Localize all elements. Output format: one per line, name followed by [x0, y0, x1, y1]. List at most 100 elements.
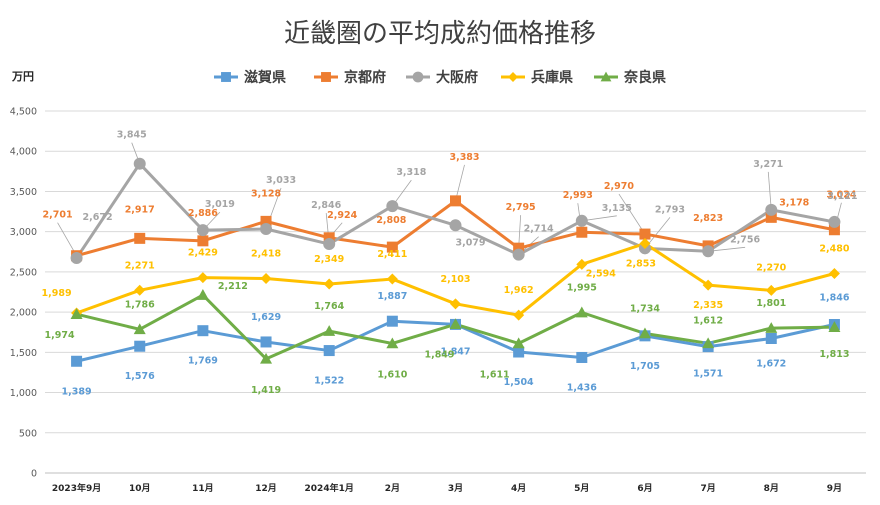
data-point: [449, 318, 462, 330]
data-label: 2,212: [218, 281, 248, 292]
data-point: [133, 157, 146, 170]
data-label: 1,419: [251, 385, 281, 396]
data-label: 3,079: [455, 237, 485, 248]
data-point: [71, 355, 83, 367]
x-tick-label: 5月: [574, 483, 589, 494]
data-label: 1,576: [125, 371, 155, 382]
data-label: 1,629: [251, 312, 281, 323]
data-label: 3,128: [251, 188, 281, 199]
data-point: [576, 258, 588, 270]
data-point: [134, 232, 146, 244]
data-label: 3,318: [396, 167, 426, 178]
data-label: 1,705: [630, 361, 660, 372]
data-label: 1,522: [314, 376, 344, 387]
data-point: [513, 242, 525, 254]
y-tick-label: 500: [19, 428, 37, 439]
data-point: [765, 211, 777, 223]
data-point: [576, 351, 588, 363]
data-point: [639, 237, 651, 249]
x-tick-label: 3月: [448, 483, 463, 494]
data-point: [450, 298, 461, 310]
data-point: [70, 252, 83, 265]
data-label: 2,756: [730, 234, 760, 245]
data-point: [575, 214, 588, 227]
legend-marker: [508, 72, 518, 82]
data-label: 2,701: [43, 210, 73, 221]
data-label: 1,610: [377, 369, 407, 380]
data-label: 2,917: [125, 204, 155, 215]
y-tick-label: 2,500: [10, 267, 37, 278]
data-point: [323, 232, 335, 244]
legend-marker: [221, 72, 231, 82]
data-point: [828, 215, 841, 228]
data-label: 2,808: [376, 215, 406, 226]
data-point: [702, 245, 715, 258]
label-leader: [767, 171, 772, 210]
data-point: [702, 337, 715, 349]
data-point: [765, 322, 778, 333]
x-tick-label: 2023年9月: [52, 482, 101, 494]
data-label: 1,769: [188, 356, 218, 367]
data-point: [260, 336, 272, 348]
data-point: [386, 200, 399, 213]
data-point: [386, 315, 398, 327]
data-point: [828, 224, 840, 236]
y-tick-label: 1,000: [10, 388, 37, 399]
x-tick-label: 4月: [511, 483, 526, 494]
data-label: 1,887: [377, 291, 407, 302]
legend-label: 大阪府: [436, 69, 478, 86]
data-point: [260, 352, 273, 364]
data-label: 3,033: [266, 175, 296, 186]
data-label: 2,846: [311, 200, 341, 211]
x-tick-label: 2月: [385, 483, 400, 494]
data-label: 1,734: [630, 304, 660, 315]
data-point: [512, 337, 525, 349]
data-label: 2,823: [693, 213, 723, 224]
y-tick-label: 4,000: [10, 147, 37, 158]
data-label: 2,886: [188, 208, 218, 219]
data-label: 1,764: [314, 301, 344, 312]
data-point: [828, 321, 841, 332]
data-point: [323, 345, 335, 357]
x-tick-label: 10月: [129, 483, 151, 494]
data-label: 2,924: [327, 210, 357, 221]
data-label: 2,429: [188, 248, 218, 259]
data-label: 3,178: [779, 197, 809, 208]
data-point: [639, 228, 651, 240]
data-label: 1,672: [756, 358, 786, 369]
data-point: [765, 203, 778, 216]
legend-label: 兵庫県: [531, 69, 573, 86]
data-label: 3,845: [117, 130, 147, 141]
data-label: 1,989: [42, 288, 72, 299]
data-point: [70, 308, 83, 320]
data-label: 2,672: [83, 212, 113, 223]
chart-title: 近畿圏の平均成約価格推移: [284, 19, 596, 49]
y-tick-label: 2,000: [10, 308, 37, 319]
x-tick-label: 12月: [255, 483, 277, 494]
x-tick-label: 2024年1月: [305, 482, 354, 494]
data-label: 3,383: [449, 152, 479, 163]
data-point: [450, 195, 461, 207]
data-label: 2,103: [440, 274, 470, 285]
data-point: [765, 284, 777, 296]
data-point: [260, 215, 272, 227]
data-labels: 1,389 1,576 1,769 1,629 1,522 1,887 1,847 1,504…: [42, 130, 858, 398]
data-point: [638, 327, 651, 339]
data-label: 2,335: [693, 300, 723, 311]
data-point: [386, 241, 398, 253]
data-label: 2,853: [626, 258, 656, 269]
data-point: [134, 284, 146, 296]
data-point: [196, 224, 209, 237]
data-label: 2,411: [377, 249, 407, 260]
legend-label: 京都府: [344, 69, 386, 86]
y-axis-ticks: 0 500 1,000 1,500 2,000 2,500 3,000 3,500 4,000 4…: [10, 107, 37, 480]
data-label: 1,849: [424, 349, 454, 360]
data-label: 1,504: [504, 377, 534, 388]
data-point: [513, 309, 525, 321]
series-group: [70, 157, 841, 367]
data-label: 2,594: [586, 268, 616, 279]
x-tick-label: 9月: [827, 483, 842, 494]
data-label: 1,436: [567, 382, 597, 393]
data-point: [323, 325, 336, 336]
